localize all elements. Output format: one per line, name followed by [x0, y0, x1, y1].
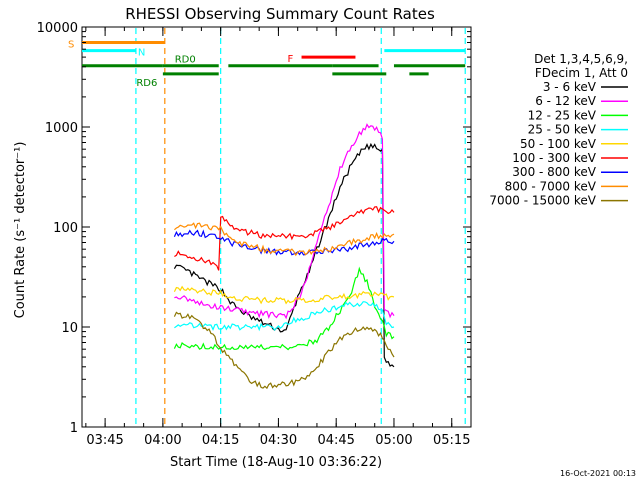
legend-entry-label: 6 - 12 keV	[535, 94, 597, 108]
legend-header-line-2: FDecim 1, Att 0	[535, 66, 628, 80]
x-tick-label: 05:15	[433, 433, 470, 448]
vertical-markers	[135, 28, 466, 426]
series-line	[174, 206, 395, 271]
x-axis-label: Start Time (18-Aug-10 03:36:22)	[170, 455, 382, 470]
chart-title: RHESSI Observing Summary Count Rates	[125, 5, 435, 23]
flag-label: F	[288, 54, 294, 65]
y-axis-label: Count Rate (s⁻¹ detector⁻¹)	[13, 142, 28, 319]
series-line	[173, 285, 395, 305]
x-tick-label: 04:45	[317, 433, 354, 448]
generation-timestamp: 16-Oct-2021 00:13	[560, 469, 636, 478]
legend-entry-label: 300 - 800 keV	[512, 165, 596, 179]
y-tick-label: 1000	[45, 121, 78, 136]
series-lines	[173, 123, 395, 390]
x-tick-label: 04:15	[202, 433, 239, 448]
legend-entry-label: 100 - 300 keV	[512, 151, 596, 165]
flag-bars: S N F RD0 RD6	[68, 39, 466, 89]
flag-label: RD0	[175, 55, 196, 66]
y-axis-ticks: 1 10 100 1000 10000	[37, 21, 471, 436]
y-tick-label: 100	[53, 221, 78, 236]
legend-entry-label: 12 - 25 keV	[528, 108, 597, 122]
legend-entry-label: 800 - 7000 keV	[505, 179, 597, 193]
series-line	[173, 311, 395, 390]
flag-label: RD6	[136, 78, 157, 89]
y-tick-label: 10	[61, 321, 78, 336]
series-line	[173, 266, 395, 351]
legend-header-line-1: Det 1,3,4,5,6,9,	[534, 52, 628, 66]
x-axis-ticks: 03:45 04:00 04:15 04:30 04:45 05:00 05:15	[85, 27, 472, 448]
legend-entry-label: 3 - 6 keV	[543, 80, 597, 94]
series-line	[174, 222, 395, 257]
x-tick-label: 04:30	[260, 433, 297, 448]
legend-entry-label: 25 - 50 keV	[528, 123, 597, 137]
legend: Det 1,3,4,5,6,9, FDecim 1, Att 0 3 - 6 k…	[489, 52, 628, 208]
series-line	[173, 142, 395, 368]
y-tick-label: 10000	[37, 21, 78, 36]
flag-label: N	[138, 48, 145, 59]
plot-area: S N F RD0 RD6 1 10 100 1000 10000 03:45 04:00 04:1…	[37, 21, 472, 448]
legend-entry-label: 7000 - 15000 keV	[489, 194, 596, 208]
flag-label: S	[68, 39, 74, 50]
y-tick-label: 1	[70, 421, 78, 436]
x-tick-label: 05:00	[375, 433, 412, 448]
series-line	[174, 301, 395, 332]
x-tick-label: 03:45	[86, 433, 123, 448]
legend-entry-label: 50 - 100 keV	[520, 137, 597, 151]
series-line	[174, 123, 395, 320]
x-tick-label: 04:00	[144, 433, 181, 448]
